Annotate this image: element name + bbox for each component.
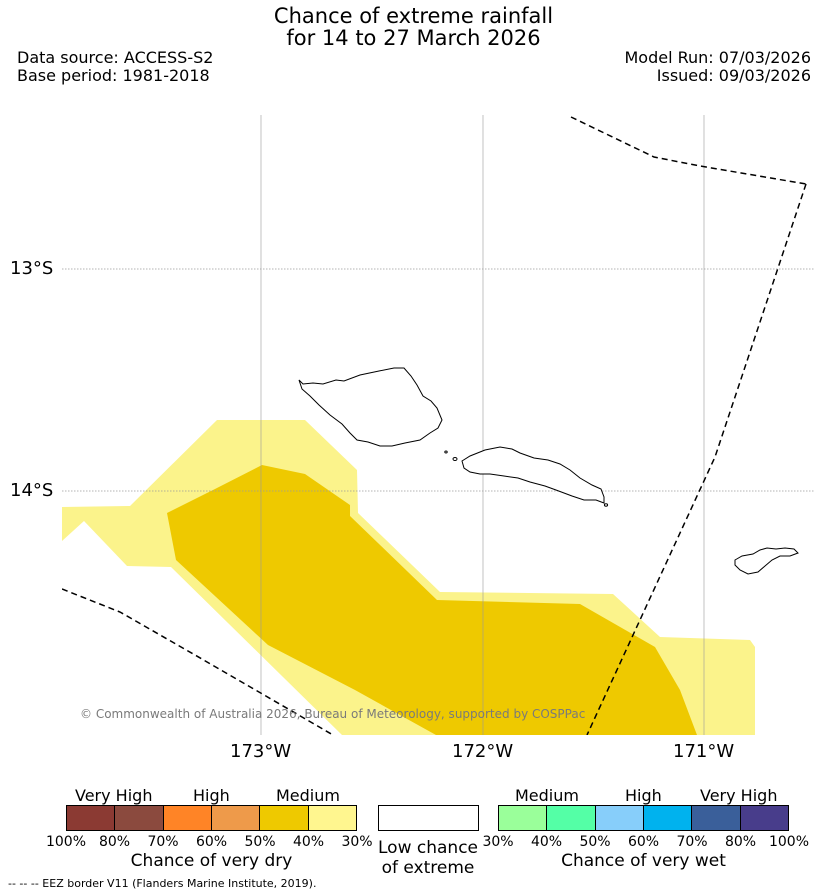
medium-dry-area bbox=[167, 465, 697, 735]
upolu-island bbox=[461, 446, 605, 504]
graticule bbox=[62, 115, 815, 735]
wet-colorbar bbox=[498, 805, 789, 831]
model-run: Model Run: 07/03/2026 bbox=[624, 48, 812, 67]
map-title-line2: for 14 to 27 March 2026 bbox=[286, 26, 541, 50]
data-source: Data source: ACCESS-S2 bbox=[17, 48, 214, 67]
dry-colorbar-segment bbox=[260, 806, 309, 830]
wet-tick-label: 100% bbox=[768, 834, 810, 850]
dry-colorbar-segment bbox=[308, 806, 356, 830]
wet-tick-label: 40% bbox=[530, 834, 563, 850]
extreme-rainfall-shading bbox=[62, 420, 755, 735]
wet-caption: Chance of very wet bbox=[561, 851, 726, 871]
dry-group-medium: Medium bbox=[276, 786, 340, 805]
islet bbox=[603, 503, 609, 507]
wet-colorbar-segment bbox=[643, 806, 693, 830]
eez-border bbox=[62, 116, 807, 735]
low-chance-caption-line1: Low chance bbox=[378, 838, 478, 858]
lat-label-14s: 14°S bbox=[10, 480, 54, 501]
island-outlines bbox=[298, 367, 799, 575]
map-copyright: © Commonwealth of Australia 2026, Bureau… bbox=[80, 707, 585, 721]
wet-colorbar-segment bbox=[692, 806, 741, 830]
low-chance-caption-line2: of extreme bbox=[381, 858, 475, 878]
dry-tick-label: 80% bbox=[98, 834, 131, 850]
wet-colorbar-segment bbox=[547, 806, 596, 830]
dry-tick-label: 70% bbox=[147, 834, 179, 850]
lon-label-171w: 171°W bbox=[673, 741, 735, 762]
dry-colorbar-segment bbox=[163, 806, 212, 830]
lon-label-172w: 172°W bbox=[452, 741, 514, 762]
wet-group-medium: Medium bbox=[515, 786, 579, 805]
eez-border-southwest bbox=[62, 588, 334, 735]
dry-group-very-high: Very High bbox=[75, 786, 153, 805]
wet-colorbar-segment bbox=[595, 806, 644, 830]
base-period: Base period: 1981-2018 bbox=[17, 66, 210, 85]
eez-footnote: -- -- -- EEZ border V11 (Flanders Marine… bbox=[8, 877, 317, 890]
tutuila-island bbox=[734, 547, 799, 575]
wet-tick-label: 30% bbox=[482, 834, 514, 850]
wet-tick-label: 60% bbox=[627, 834, 660, 850]
wet-colorbar-segment bbox=[740, 806, 788, 830]
dry-tick-label: 100% bbox=[45, 834, 87, 850]
savaii-island bbox=[298, 367, 443, 447]
wet-group-very-high: Very High bbox=[700, 786, 778, 805]
dry-tick-label: 40% bbox=[292, 834, 325, 850]
dry-colorbar-segment bbox=[115, 806, 164, 830]
wet-tick-label: 70% bbox=[676, 834, 708, 850]
low-chance-swatch bbox=[378, 805, 479, 831]
dry-caption: Chance of very dry bbox=[130, 851, 293, 871]
dry-tick-label: 50% bbox=[244, 834, 276, 850]
dry-tick-label: 30% bbox=[341, 834, 373, 850]
islet bbox=[452, 457, 458, 461]
lon-label-173w: 173°W bbox=[230, 741, 292, 762]
dry-colorbar-segment bbox=[211, 806, 261, 830]
dry-group-high: High bbox=[193, 786, 230, 805]
wet-tick-label: 80% bbox=[724, 834, 757, 850]
wet-tick-label: 50% bbox=[579, 834, 611, 850]
dry-colorbar-segment bbox=[67, 806, 116, 830]
wet-colorbar-segment bbox=[499, 806, 548, 830]
issued-date: Issued: 09/03/2026 bbox=[656, 66, 811, 85]
wet-group-high: High bbox=[625, 786, 662, 805]
dry-colorbar bbox=[66, 805, 357, 831]
islet bbox=[444, 450, 448, 454]
map-title-line1: Chance of extreme rainfall bbox=[273, 4, 554, 28]
eez-border-east bbox=[586, 183, 807, 735]
eez-border-north bbox=[570, 116, 807, 185]
dry-tick-label: 60% bbox=[195, 834, 228, 850]
rainfall-map: © Commonwealth of Australia 2026, Bureau… bbox=[62, 115, 815, 735]
lat-label-13s: 13°S bbox=[10, 258, 54, 279]
